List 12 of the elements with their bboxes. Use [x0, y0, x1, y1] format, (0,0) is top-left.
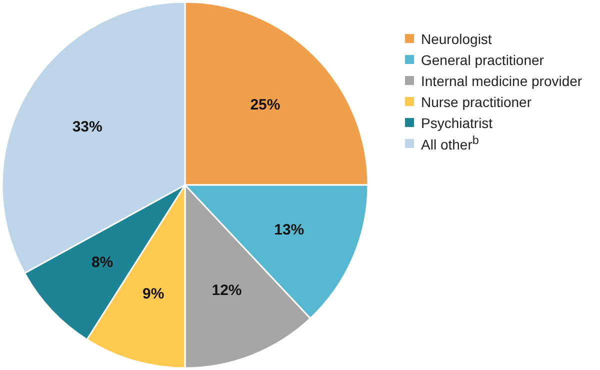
data-label: 12% [212, 282, 242, 299]
data-label: 13% [274, 222, 304, 239]
legend-label: General practitioner [421, 52, 544, 68]
legend-label: Neurologist [421, 30, 492, 46]
legend-label: Psychiatrist [421, 114, 493, 130]
data-label: 25% [250, 96, 280, 114]
legend-label: Internal medicine provider [421, 72, 582, 88]
data-label: 33% [72, 118, 102, 136]
legend-label: All other$^{b}$ [421, 134, 479, 153]
legend-label: Nurse practitioner [421, 94, 532, 110]
data-label: 8% [91, 254, 114, 272]
data-label: 9% [142, 285, 164, 302]
